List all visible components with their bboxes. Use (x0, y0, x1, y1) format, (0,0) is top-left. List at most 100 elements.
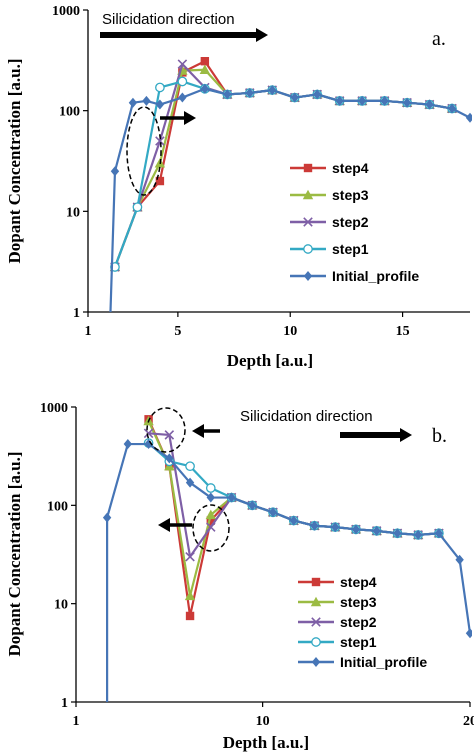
data-point-initial-profile (142, 95, 151, 106)
data-point-initial-profile (206, 492, 215, 503)
data-point-initial-profile (178, 92, 187, 103)
annotation-text: Silicidation direction (102, 11, 235, 28)
x-axis-title: Depth [a.u.] (227, 351, 313, 370)
series-line-step1 (113, 80, 453, 268)
legend-marker-step2 (311, 617, 321, 627)
direction-arrow-head (400, 428, 412, 442)
y-tick-label: 100 (59, 105, 80, 120)
data-point-initial-profile (380, 95, 389, 106)
legend-label-initial-profile: Initial_profile (332, 268, 419, 284)
series-line-step2 (148, 432, 439, 558)
data-point-initial-profile (313, 89, 322, 100)
data-point-initial-profile (393, 528, 402, 539)
data-point-step2 (177, 59, 188, 69)
data-point-initial-profile (413, 529, 423, 540)
data-point-step3 (205, 509, 216, 520)
data-point-initial-profile (465, 112, 472, 123)
data-point-step2 (206, 522, 216, 532)
data-point-step2 (155, 136, 165, 146)
direction-arrow-head (256, 28, 268, 42)
y-tick-label: 1 (73, 306, 80, 321)
legend-marker-step3 (302, 189, 314, 200)
annotation-text: Silicidation direction (240, 408, 373, 425)
data-point-step1 (155, 82, 165, 93)
data-point-initial-profile (223, 89, 232, 100)
data-point-step4 (200, 57, 210, 66)
legend-label-step2: step2 (332, 214, 369, 230)
data-point-initial-profile (335, 95, 344, 106)
data-point-step3 (184, 590, 196, 601)
data-point-initial-profile (447, 103, 457, 114)
x-tick-label: 5 (174, 324, 181, 339)
highlight-ellipse (146, 407, 186, 453)
series-line-step3 (113, 68, 453, 268)
legend-label-step1: step1 (340, 634, 377, 650)
data-point-initial-profile (165, 453, 174, 464)
data-point-step1 (205, 483, 216, 493)
data-point-initial-profile (155, 99, 165, 110)
data-point-step4 (155, 176, 165, 186)
data-point-initial-profile (248, 500, 257, 511)
legend-marker-initial-profile (303, 271, 313, 281)
legend-label-step3: step3 (332, 187, 369, 203)
data-point-initial-profile (128, 97, 138, 108)
legend-marker-initial-profile (311, 657, 321, 667)
legend-marker-step1 (311, 637, 321, 647)
y-tick-label: 1 (61, 696, 68, 711)
highlight-ellipse (126, 106, 162, 196)
data-point-step2 (164, 430, 175, 440)
series-line-step4 (113, 60, 453, 268)
data-point-initial-profile (227, 492, 236, 503)
legend-marker-step4 (303, 163, 313, 173)
x-tick-label: 1 (85, 324, 92, 339)
legend-label-step2: step2 (340, 614, 377, 630)
x-tick-label: 15 (396, 324, 410, 339)
data-point-initial-profile (245, 87, 254, 98)
data-point-initial-profile (310, 520, 319, 531)
data-point-initial-profile (331, 522, 340, 533)
x-tick-label: 10 (256, 714, 270, 729)
x-axis-title: Depth [a.u.] (223, 733, 309, 752)
data-point-initial-profile (372, 525, 381, 536)
y-tick-label: 100 (47, 499, 68, 514)
data-point-initial-profile (465, 628, 472, 639)
data-point-initial-profile (102, 512, 112, 523)
data-point-step3 (199, 64, 211, 74)
legend-marker-step2 (303, 217, 313, 227)
shift-arrow-head (192, 424, 204, 438)
data-point-initial-profile (110, 166, 120, 177)
legend-marker-step4 (311, 577, 321, 587)
chart-panel-b: 1 10 100 1000 1 10 20 Depth [a.u.] Dopant Concen… (5, 401, 474, 752)
series-line-step3 (147, 420, 439, 597)
data-point-initial-profile (268, 85, 277, 96)
y-tick-label: 10 (66, 205, 80, 220)
y-tick-label: 10 (54, 598, 68, 613)
legend-label-initial-profile: Initial_profile (340, 654, 427, 670)
data-point-initial-profile (268, 507, 278, 518)
y-tick-label: 1000 (40, 401, 68, 416)
data-point-initial-profile (434, 528, 444, 539)
data-point-initial-profile (185, 477, 195, 488)
data-point-initial-profile (290, 92, 299, 103)
x-tick-label: 20 (463, 714, 474, 729)
data-point-initial-profile (200, 83, 210, 94)
data-point-initial-profile (425, 99, 434, 110)
legend-label-step4: step4 (340, 574, 377, 590)
legend-label-step3: step3 (340, 594, 377, 610)
data-point-initial-profile (144, 439, 153, 450)
highlight-ellipse-2 (192, 504, 230, 552)
data-point-initial-profile (123, 439, 133, 450)
data-point-initial-profile (455, 554, 464, 565)
shift-arrow-2-head (158, 518, 170, 532)
data-point-initial-profile (351, 524, 361, 535)
data-point-initial-profile (402, 97, 412, 108)
panel-label: a. (432, 28, 446, 50)
data-point-step1 (185, 461, 195, 472)
data-point-initial-profile (357, 95, 367, 106)
shift-arrow-head (184, 111, 196, 125)
legend-marker-step1 (303, 244, 313, 254)
series-group (102, 415, 472, 702)
data-point-step2 (185, 551, 195, 562)
x-tick-label: 10 (283, 324, 297, 339)
